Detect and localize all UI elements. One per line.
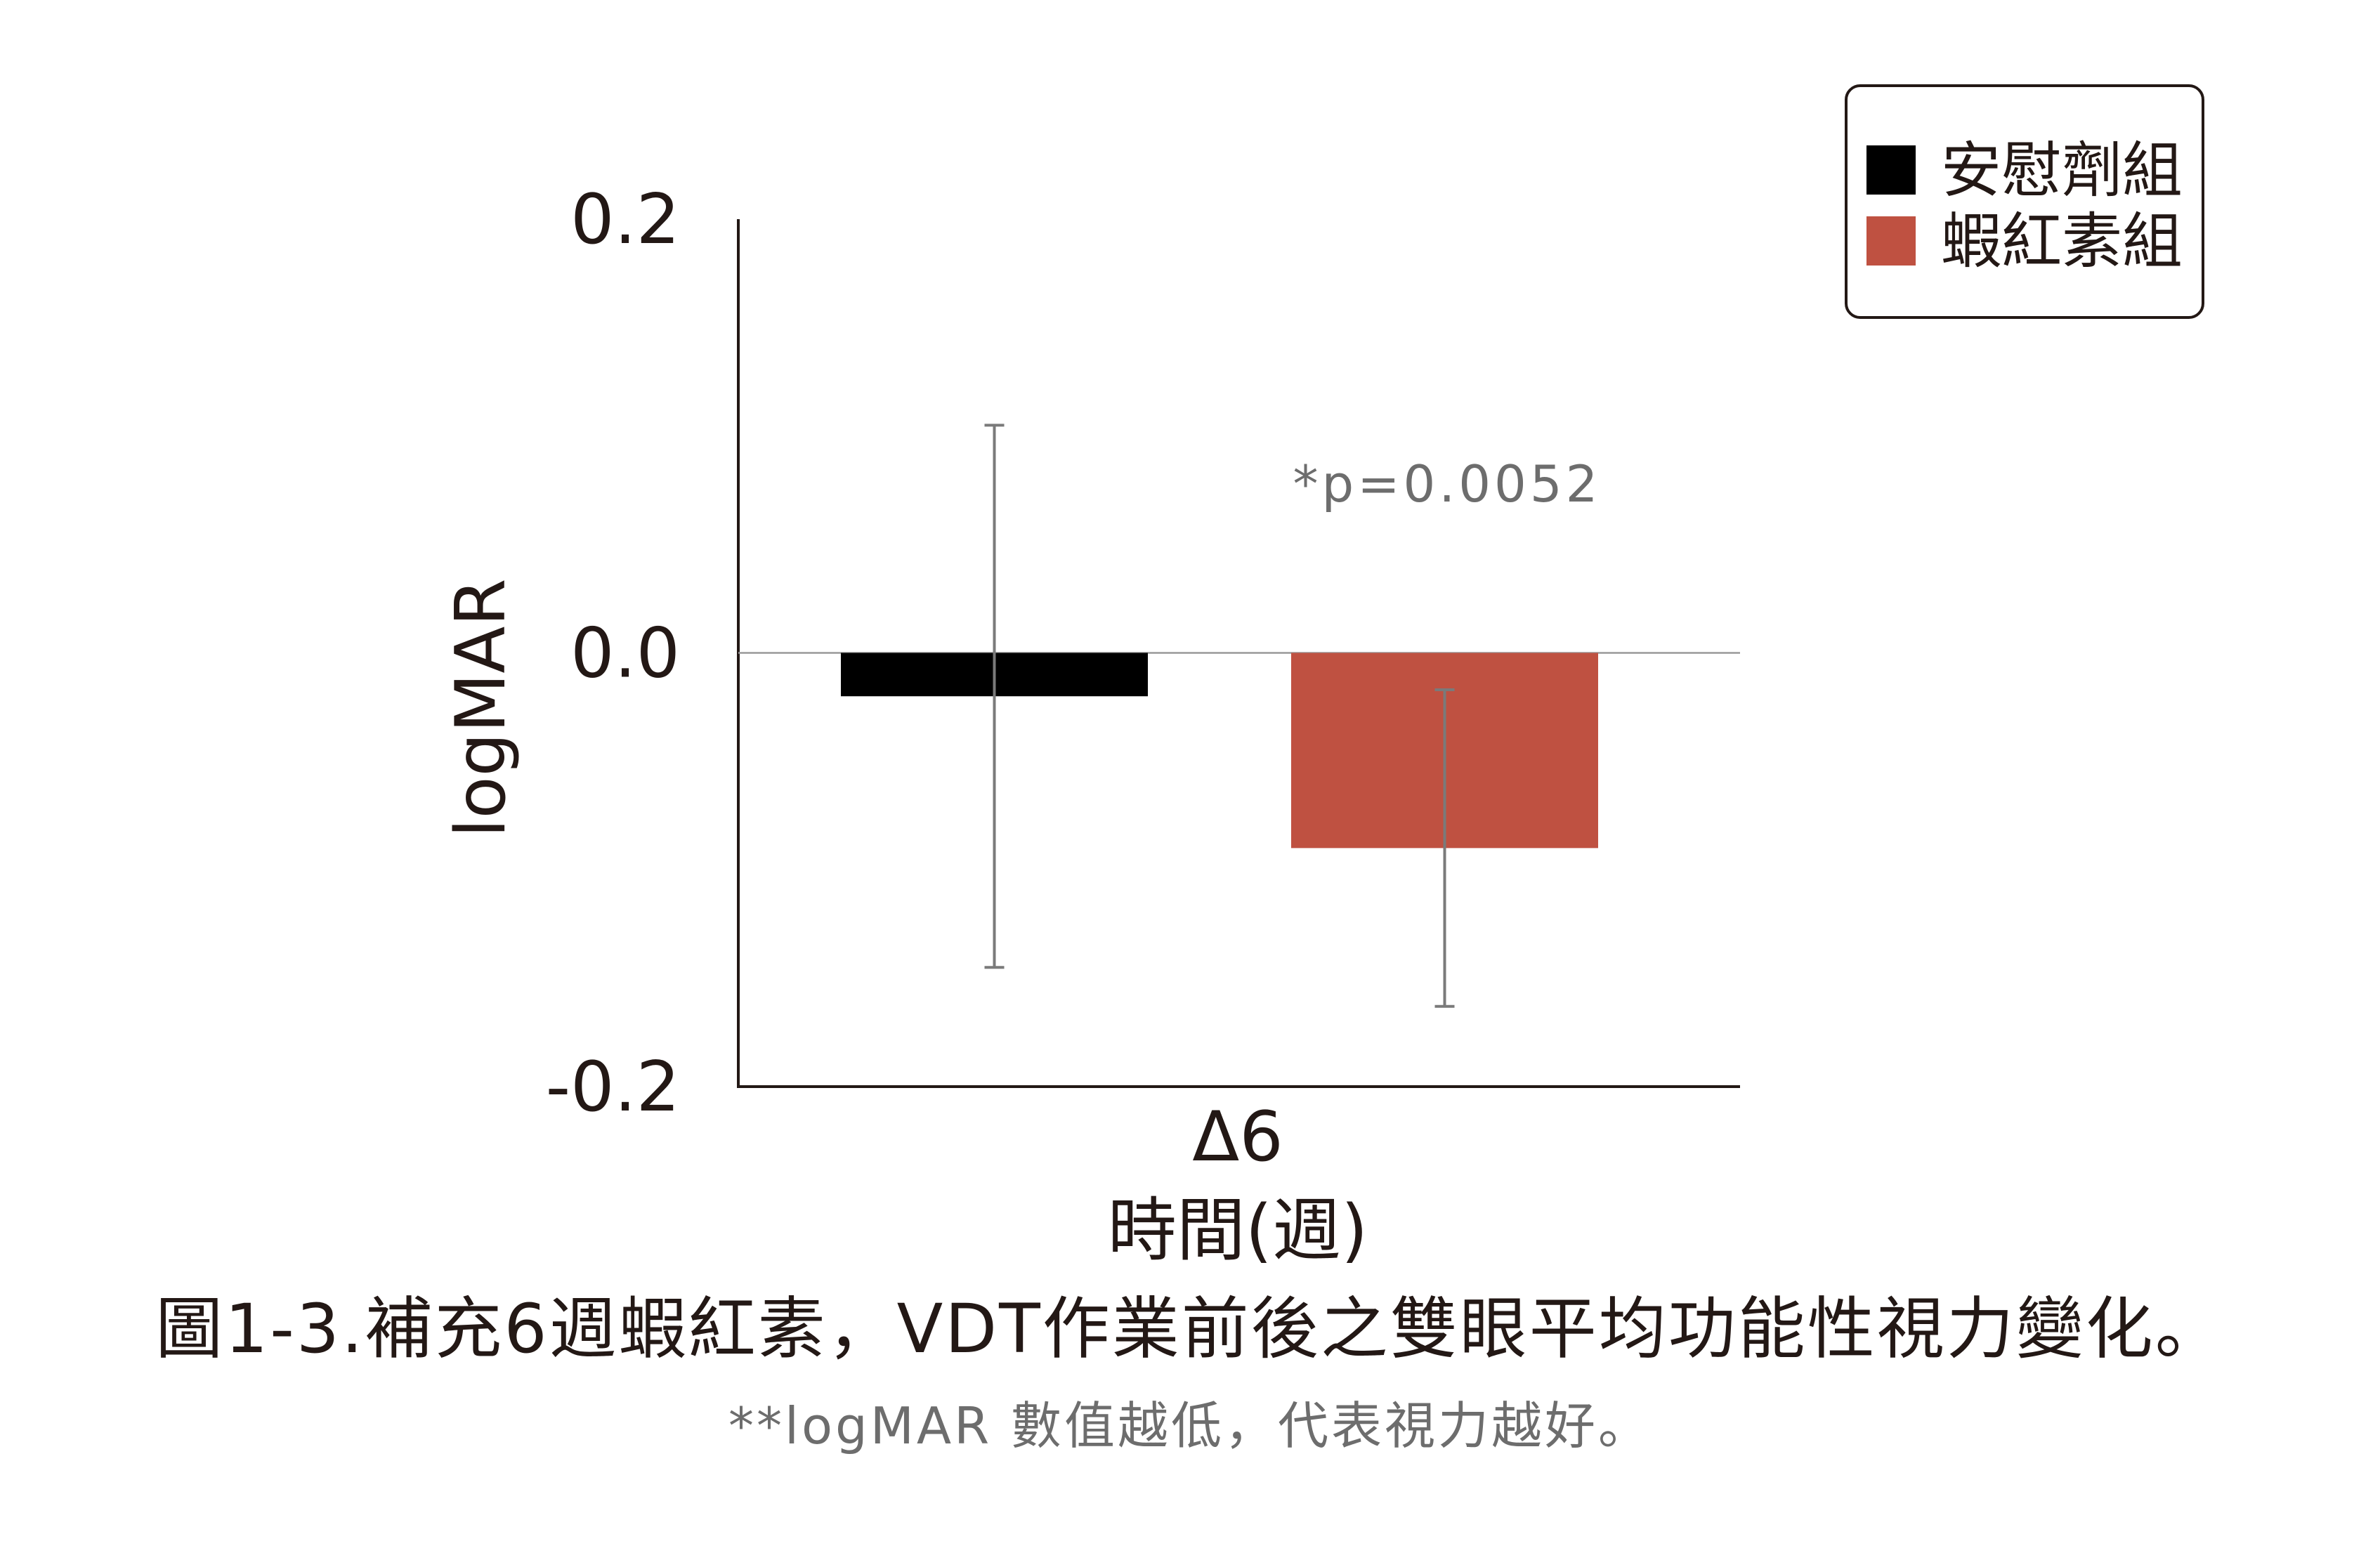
error-bars [984, 424, 1455, 1008]
figure-caption: 圖1-3.補充6週蝦紅素，VDT作業前後之雙眼平均功能性視力變化。 [155, 1290, 2225, 1368]
footnote: **logMAR 數值越低，代表視力越好。 [728, 1396, 1652, 1455]
significance-annotation: *p=0.0052 [1293, 454, 1602, 513]
bars [841, 653, 1598, 849]
legend-box [1845, 84, 2204, 319]
legend-swatch-placebo [1866, 145, 1916, 195]
y-tick-label: 0.0 [570, 614, 680, 694]
y-tick-labels: 0.2 0.0 -0.2 [546, 180, 680, 1127]
y-tick-label: 0.2 [570, 180, 680, 260]
y-tick-label: -0.2 [546, 1047, 680, 1127]
legend-swatch-astaxanthin [1866, 216, 1916, 266]
legend: 安慰劑組 蝦紅素組 [1845, 84, 2204, 319]
x-axis-title: 時間(週) [1108, 1191, 1368, 1271]
x-tick-label: Δ6 [1192, 1097, 1283, 1177]
legend-label-placebo: 安慰劑組 [1941, 136, 2183, 206]
y-axis-title: logMAR [441, 578, 521, 837]
legend-label-astaxanthin: 蝦紅素組 [1941, 207, 2183, 277]
